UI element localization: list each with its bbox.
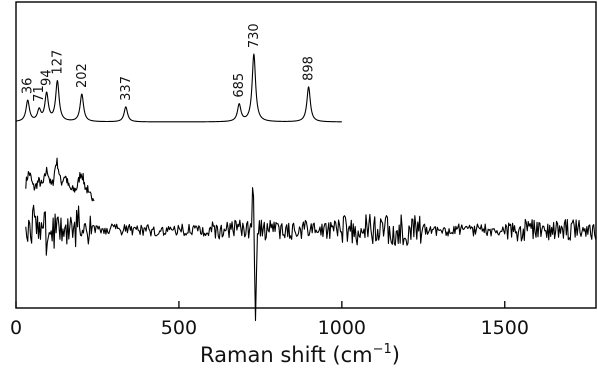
peak-label-36: 36 xyxy=(21,78,36,95)
spectra-traces xyxy=(15,53,597,322)
x-tick-label-1500: 1500 xyxy=(481,317,529,339)
x-axis-ticks xyxy=(15,301,506,308)
low-frequency-segment-line xyxy=(25,157,95,202)
x-tick-label-0: 0 xyxy=(10,317,22,339)
peak-label-127: 127 xyxy=(50,50,65,75)
x-axis-tick-labels: 0 500 1000 1500 xyxy=(10,317,529,339)
peak-label-898: 898 xyxy=(302,56,317,81)
x-tick-label-500: 500 xyxy=(161,317,197,339)
calculated-spectrum-line xyxy=(15,53,343,123)
plot-frame xyxy=(15,1,597,309)
peak-label-685: 685 xyxy=(232,73,247,98)
peak-label-71: 71 xyxy=(32,85,47,102)
peak-label-337: 337 xyxy=(119,76,134,101)
peak-label-730: 730 xyxy=(247,23,262,48)
x-axis-label: Raman shift (cm−1) xyxy=(200,342,400,367)
peak-label-202: 202 xyxy=(75,63,90,88)
peak-label-94: 94 xyxy=(40,69,55,86)
x-tick-label-1000: 1000 xyxy=(318,317,366,339)
experimental-spectrum-line xyxy=(25,187,597,322)
